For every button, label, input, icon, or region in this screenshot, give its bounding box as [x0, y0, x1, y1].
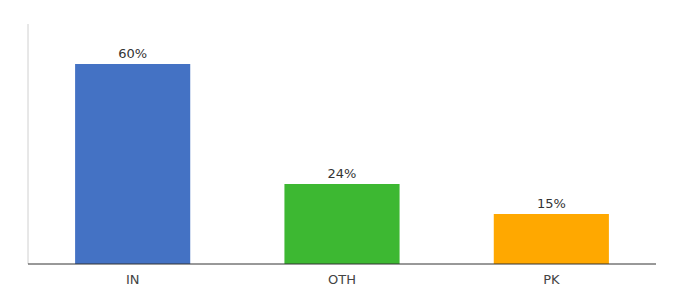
bar [284, 184, 399, 264]
y-axis-line [28, 24, 29, 264]
data-label: 15% [537, 196, 566, 211]
x-tick-label: IN [126, 272, 140, 287]
chart-container: 60% 24% 15% IN OTH PK [0, 0, 680, 300]
data-label: 24% [328, 166, 357, 181]
bar [494, 214, 609, 264]
chart: 60% 24% 15% IN OTH PK [0, 0, 680, 300]
x-axis-line [28, 264, 656, 265]
data-labels: 60% 24% 15% [118, 46, 566, 211]
x-axis: IN OTH PK [28, 264, 656, 287]
data-label: 60% [118, 46, 147, 61]
x-tick-label: OTH [328, 272, 356, 287]
bars [75, 64, 609, 264]
x-tick-label: PK [543, 272, 560, 287]
bar [75, 64, 190, 264]
